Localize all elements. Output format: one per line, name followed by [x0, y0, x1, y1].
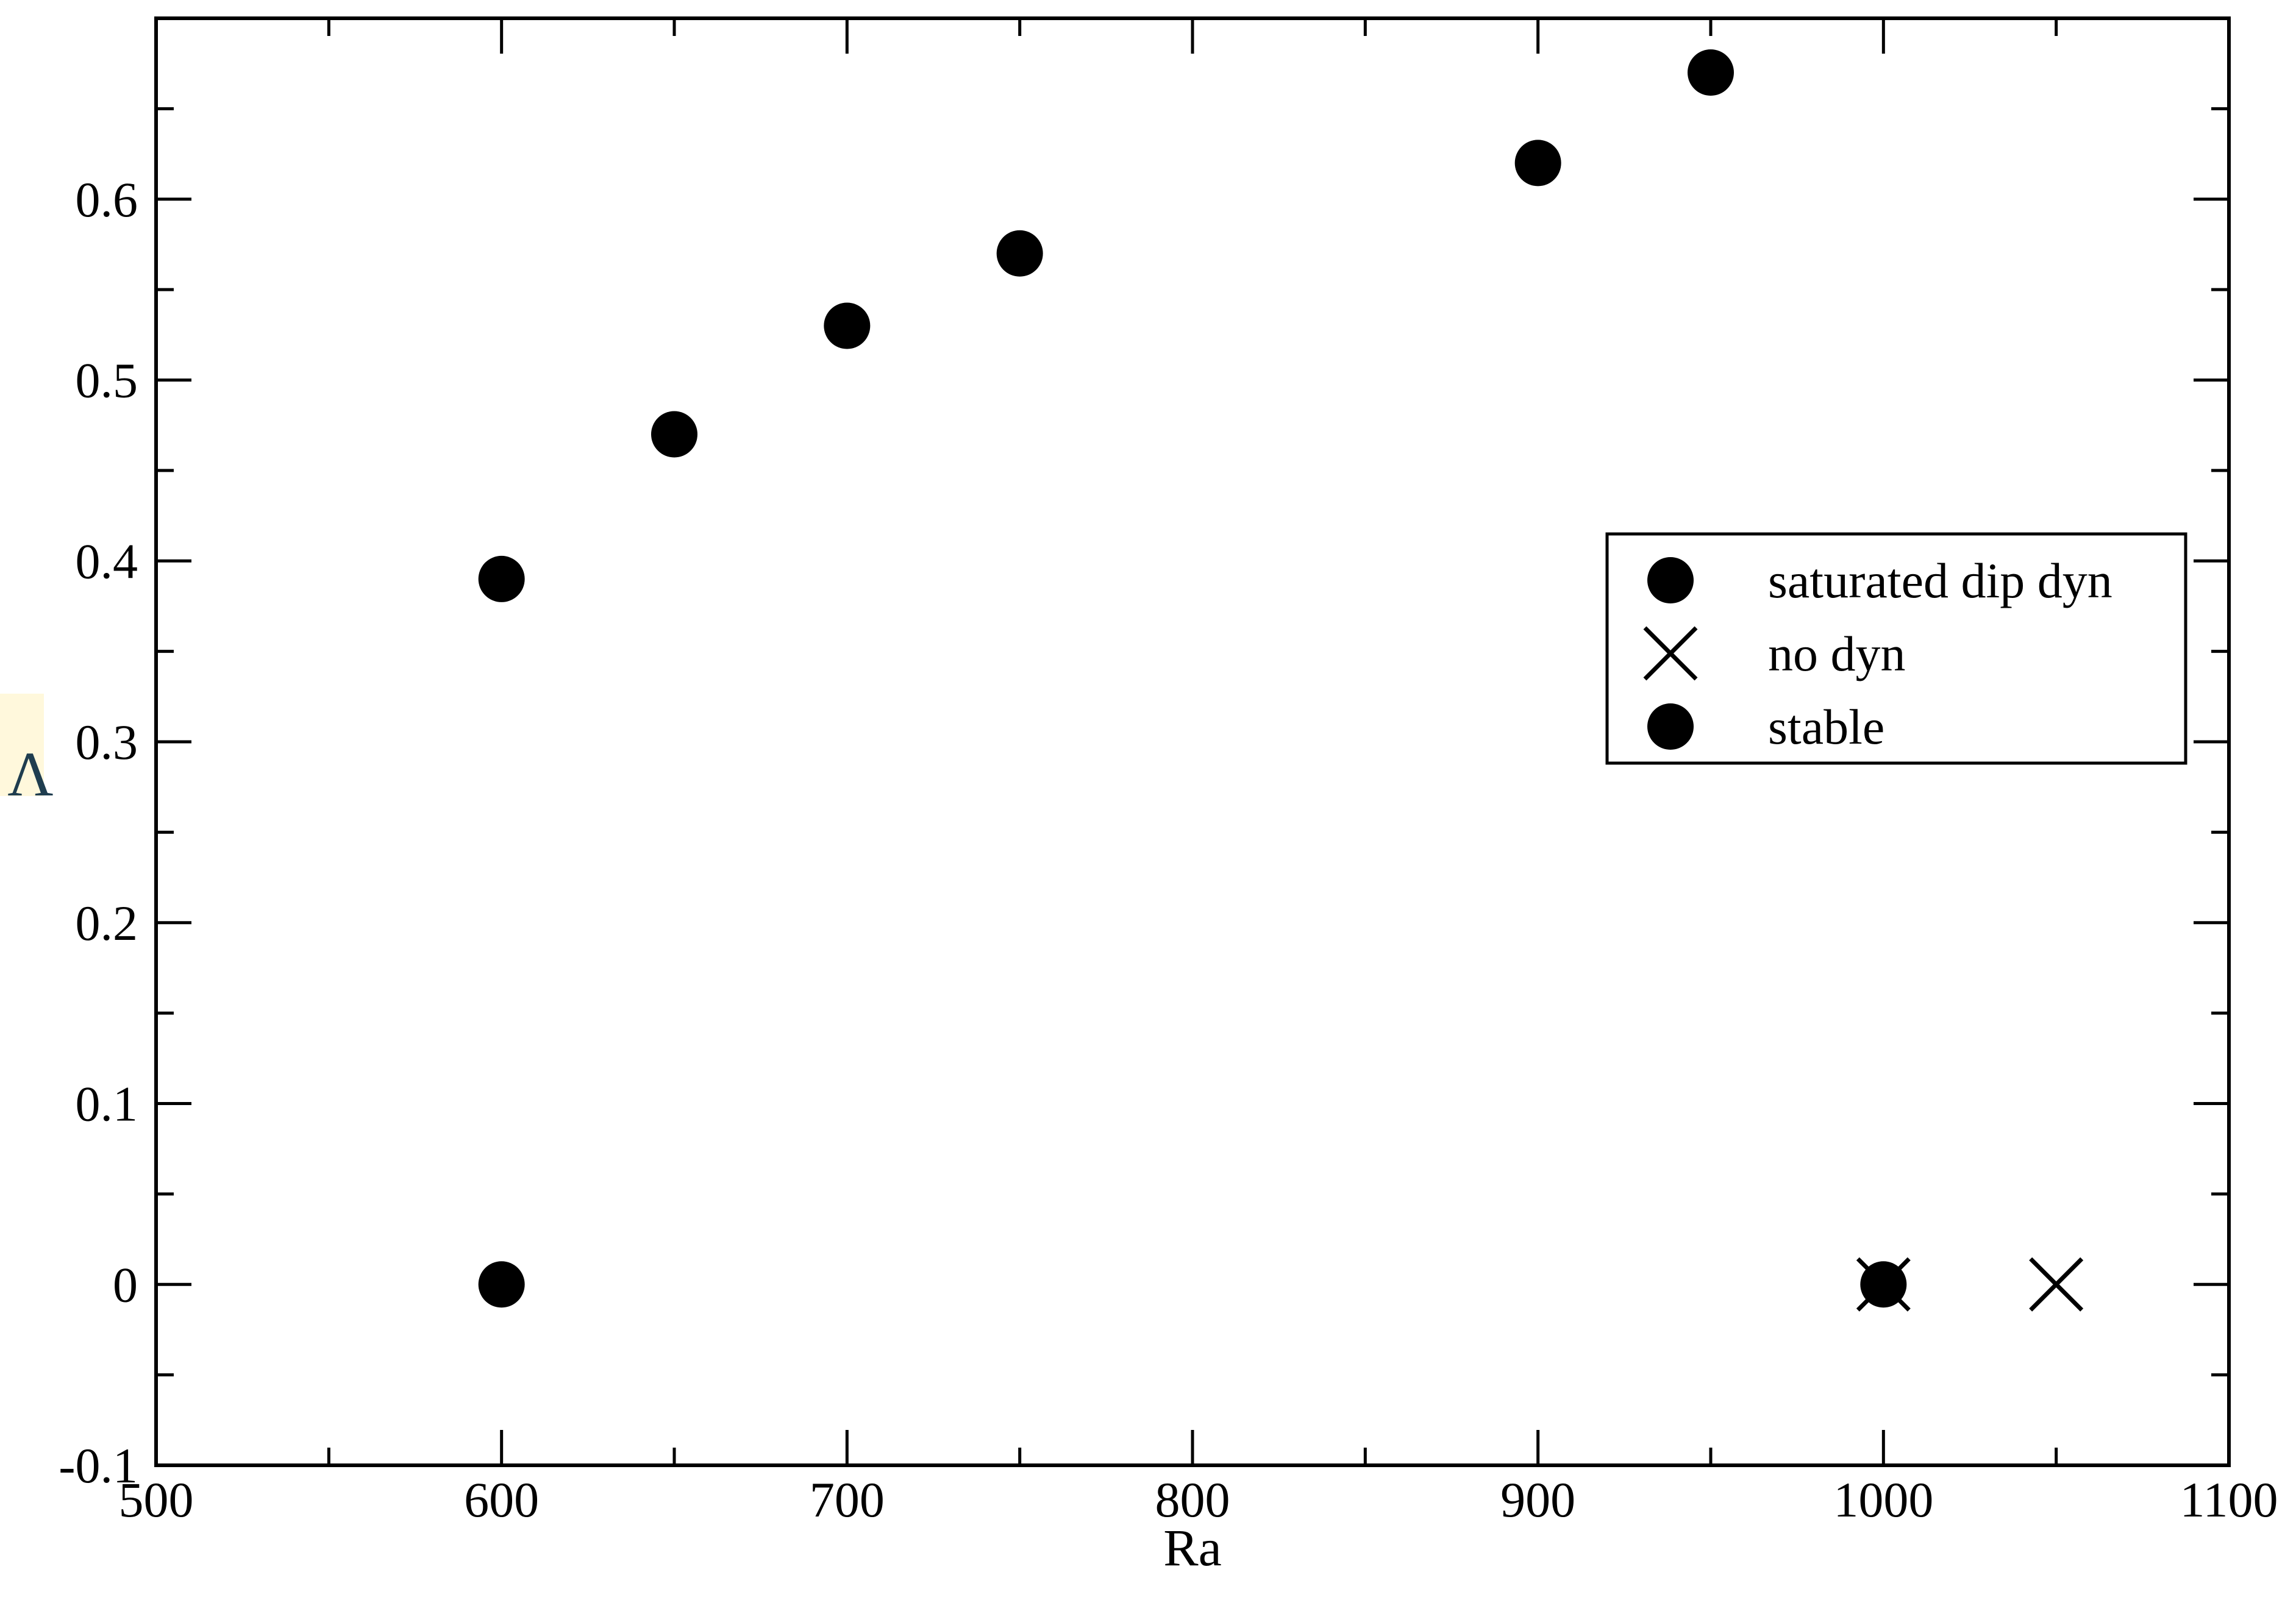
data-point: [651, 411, 697, 458]
y-axis-title: Λ: [7, 739, 53, 809]
y-tick-label: -0.1: [59, 1438, 138, 1493]
data-points: [478, 49, 2084, 1312]
y-tick-label: 0.6: [76, 172, 138, 227]
x-tick-label: 1100: [2180, 1472, 2278, 1527]
y-tick-label: 0.5: [76, 353, 138, 408]
legend-box: [1605, 532, 2187, 765]
x-tick-label: 700: [810, 1472, 885, 1527]
legend-label: saturated dip dyn: [1768, 553, 2112, 608]
x-axis-title: Ra: [1163, 1518, 1222, 1577]
y-tick-label: 0.1: [76, 1076, 138, 1132]
y-tick-label: 0.3: [76, 714, 138, 770]
data-point: [2029, 1257, 2084, 1312]
legend-marker: [1643, 626, 1698, 681]
series-stable: [478, 1261, 1907, 1308]
data-point: [1688, 49, 1734, 96]
y-tick-label: 0.4: [76, 533, 138, 589]
legend-label: stable: [1768, 699, 1884, 755]
data-point: [478, 1261, 525, 1308]
x-tick-label: 500: [119, 1472, 194, 1527]
x-axis-ticks: [154, 18, 2231, 1465]
legend: saturated dip dyn no dyn stable: [1605, 532, 2187, 765]
y-axis-ticks: [156, 107, 2229, 1467]
y-axis-title-group: Λ: [0, 694, 54, 809]
y-tick-label: 0: [113, 1257, 138, 1312]
data-point: [1514, 140, 1561, 187]
y-tick-label: 0.2: [76, 895, 138, 951]
x-tick-label: 600: [464, 1472, 539, 1527]
legend-marker: [1647, 703, 1694, 750]
x-tick-label: 800: [1155, 1472, 1230, 1527]
x-tick-label: 1000: [1833, 1472, 1933, 1527]
x-axis-tick-labels: 500 600 700 800 900 1000 1100: [119, 1472, 2278, 1527]
x-tick-label: 900: [1500, 1472, 1575, 1527]
y-axis-tick-labels: -0.1 0 0.1 0.2 0.3 0.4 0.5 0.6: [59, 172, 138, 1493]
data-point: [478, 555, 525, 602]
data-point: [1860, 1261, 1907, 1308]
series-saturated-dip-dyn: [478, 49, 1734, 602]
legend-marker: [1647, 557, 1694, 603]
data-point: [996, 230, 1043, 277]
y-axis-title-highlight: [0, 694, 44, 796]
data-point: [824, 302, 871, 349]
legend-label: no dyn: [1768, 626, 1906, 681]
